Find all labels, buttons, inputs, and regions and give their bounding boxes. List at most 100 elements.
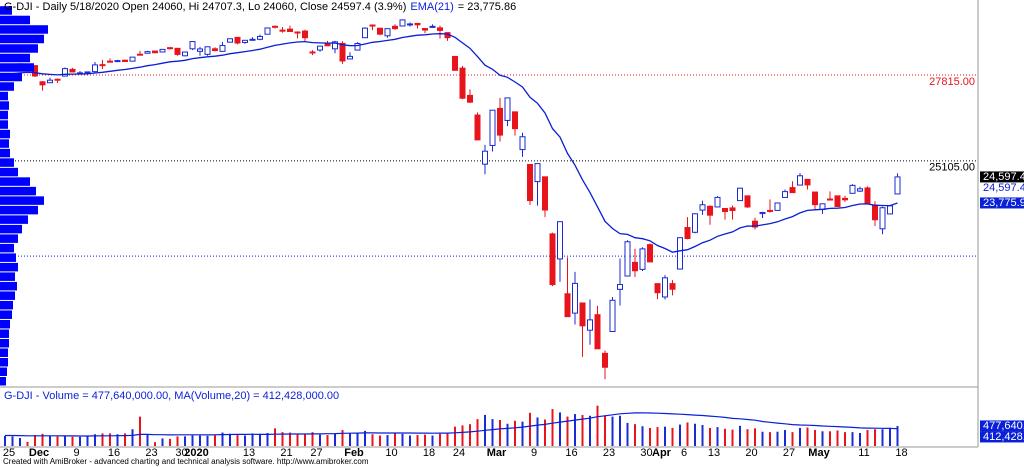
volume-profile-bar [0,253,16,262]
volume-bar [266,432,269,446]
volume-profile-bar [0,110,8,120]
volume-bar [169,438,171,446]
volume-profile-bar [0,291,15,300]
candle-body [639,248,646,270]
candle-body [324,43,331,47]
volume-bar [649,427,651,446]
candle-body [437,27,443,31]
volume-bar [34,435,36,446]
candle-body [894,176,901,195]
x-tick-label: 16 [565,447,577,459]
candle-body [257,35,263,40]
candle-body [107,60,113,63]
price-label-box [980,431,1024,443]
volume-bar [469,424,471,446]
volume-bar [26,441,29,446]
candle-body [137,53,143,56]
volume-bar [281,432,284,446]
x-tick-label: 18 [423,447,435,459]
volume-bar [821,431,824,446]
candle-body [864,187,871,204]
candle-body [54,78,61,81]
candle-body [789,187,796,194]
volume-bar [776,431,779,446]
volume-bar [356,432,359,446]
volume-bar [664,426,666,446]
reference-label: 25105.00 [929,162,975,174]
volume-bar [686,422,689,446]
volume-bar [131,429,134,446]
volume-bar [79,436,81,446]
candle-body [707,205,713,216]
candle-body [99,64,106,67]
volume-bar [446,432,449,446]
volume-profile-bar [0,44,38,53]
price-label: 412,428,000 [983,431,1024,443]
x-tick-label: 30 [175,447,187,459]
volume-bar [401,433,404,446]
candle-body [797,175,803,186]
volume-bar [491,419,494,446]
candle-body [827,198,833,201]
volume-bar [56,436,59,446]
volume-bar [769,432,771,446]
candle-body [834,195,841,208]
candle-body [542,176,548,211]
x-tick-label: 13 [708,447,720,459]
volume-bar [461,425,464,446]
volume-bar [596,405,599,446]
volume-bar [626,422,629,446]
volume-bar [536,417,539,446]
candle-body [234,36,241,44]
volume-bar [806,427,809,446]
candle-body [129,56,136,62]
candle-body [47,79,53,84]
volume-profile-bar [0,243,14,253]
volume-profile-bar [0,15,30,25]
candle-body [879,207,886,230]
x-tick-label: Feb [344,447,364,459]
volume-bar [176,436,179,446]
volume-bar [439,433,441,446]
volume-profile-bar [0,205,38,215]
candle-body [429,25,436,28]
volume-bar [761,431,764,446]
x-tick-label: 18 [895,447,907,459]
price-title: G-DJI - Daily 5/18/2020 Open 24060, Hi 2… [4,1,516,13]
candle-body [729,207,736,211]
volume-bar [559,412,561,446]
volume-bar [124,433,126,446]
volume-profile-bar [0,53,30,63]
volume-bar [394,433,396,446]
candle-body [294,31,301,34]
volume-bar [11,436,14,446]
volume-bar [326,435,329,446]
volume-bar [791,432,794,446]
candle-body [219,44,226,52]
volume-bar [476,419,479,446]
volume-profile-bar [0,148,10,158]
candle-body [369,24,376,27]
volume-bar [86,436,89,446]
volume-bar [694,423,696,446]
candle-body [249,38,256,41]
volume-profile-bar [0,129,10,139]
candle-body [714,196,721,208]
candle-body [534,163,541,183]
volume-profile-bar [0,300,13,310]
volume-bar [161,438,164,446]
candle-body [774,202,781,211]
volume-bar [409,435,411,446]
x-tick-label: Dec [29,447,49,459]
volume-bar [214,435,216,446]
volume-bar [386,435,389,446]
price-label-box [980,171,1024,183]
volume-bar [431,435,434,446]
candle-body [669,283,676,290]
candle-body [197,48,203,52]
candle-body [744,195,751,208]
volume-bar [251,433,254,446]
volume-bar [634,424,636,446]
volume-profile-bar [0,348,8,357]
